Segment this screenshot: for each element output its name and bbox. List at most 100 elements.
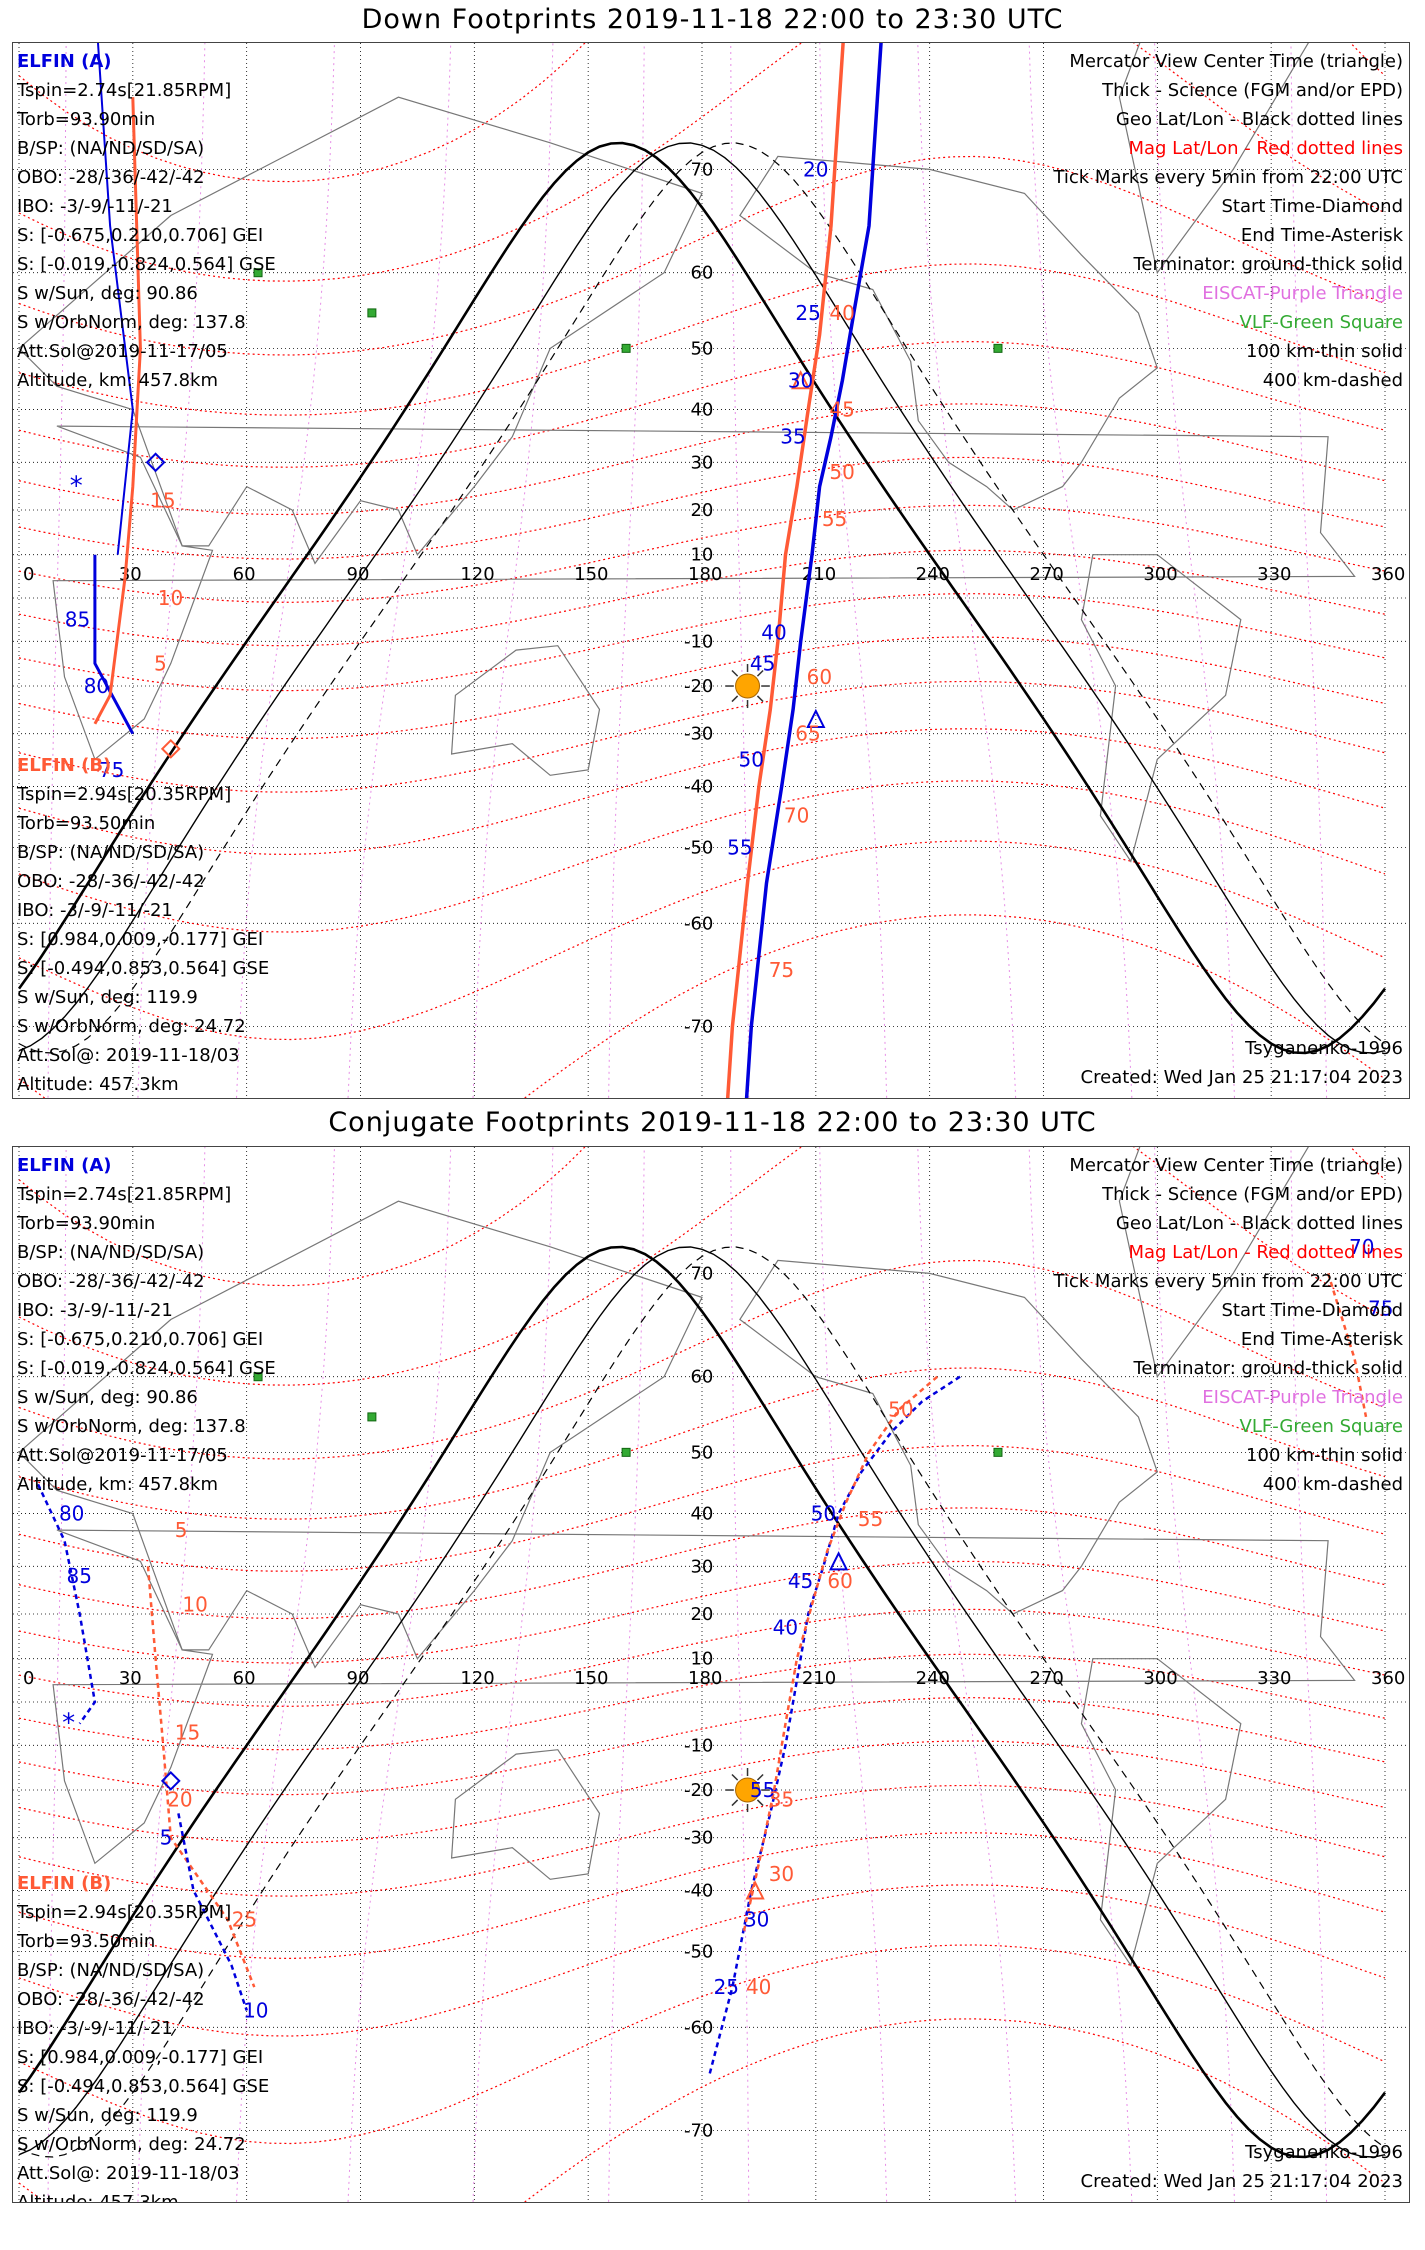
mag-lat-line — [18, 1884, 1386, 2037]
info-line: Torb=93.50min — [17, 1931, 156, 1952]
elfin-a-tick-label: 30 — [744, 1908, 769, 1932]
elfin-b-header: ELFIN (B) — [17, 755, 112, 776]
sun-ray — [731, 1799, 739, 1807]
mag-lat-line — [18, 1259, 1386, 1460]
elfin-b-tick-label: 15 — [150, 489, 175, 513]
legend-item: Mercator View Center Time (triangle) — [1069, 1155, 1403, 1176]
mag-lat-line — [18, 1653, 1386, 1751]
view-center-triangle-a — [806, 708, 826, 728]
info-line: Altitude: 457.3km — [17, 2192, 179, 2203]
panel-title-conjugate: Conjugate Footprints 2019-11-18 22:00 to… — [328, 1107, 1097, 1138]
mag-lat-line — [18, 504, 1386, 603]
elfin-a-tick-label: 30 — [788, 368, 813, 392]
elfin-b-info: ELFIN (B) Tspin=2.94s[20.35RPM] Torb=93.… — [17, 1869, 269, 2203]
lat-tick-label: 30 — [690, 452, 713, 473]
lon-tick-label: 300 — [1143, 1668, 1177, 1689]
coastline — [1118, 1147, 1309, 1379]
info-line: S: [-0.019,-0.824,0.564] GSE — [17, 1358, 276, 1379]
mag-lat-line — [18, 2018, 1386, 2202]
lon-tick-label: 30 — [119, 564, 142, 585]
vlf-square — [993, 343, 1003, 353]
lat-tick-label: -40 — [684, 1880, 713, 1901]
mag-lat-line — [18, 1944, 1386, 2145]
mag-lon-line — [47, 43, 67, 1098]
sun-ray — [756, 695, 764, 703]
elfin-b-tick-label: 40 — [746, 1975, 771, 1999]
coastline — [1118, 43, 1309, 275]
info-line: B/SP: (NA/ND/SD/SA) — [17, 842, 205, 863]
info-line: Tspin=2.74s[21.85RPM] — [17, 80, 232, 101]
coastline — [52, 425, 1356, 761]
elfin-b-tick-label: 20 — [167, 1787, 192, 1811]
elfin-b-tick-label: 5 — [175, 1518, 188, 1542]
elfin-a-track — [708, 1375, 961, 2075]
sun-ray — [756, 1773, 764, 1781]
info-line: S w/OrbNorm, deg: 137.8 — [17, 312, 246, 333]
vlf-square — [253, 1372, 263, 1382]
lon-tick-label: 120 — [460, 1668, 494, 1689]
info-line: IBO: -3/-9/-11/-21 — [17, 2018, 173, 2039]
terminator-line — [18, 142, 1386, 1054]
elfin-b-tick-label: 50 — [829, 460, 854, 484]
end-asterisk-a: * — [70, 472, 83, 502]
legend: Mercator View Center Time (triangle) Thi… — [1053, 1151, 1403, 1499]
elfin-a-track-secondary — [93, 554, 135, 735]
lon-tick-label: 270 — [1030, 1668, 1064, 1689]
lon-tick-label: 270 — [1030, 564, 1064, 585]
map-down-footprints: 0 30 60 90 120 150 180 210 240 270 300 330 360 70 60 50… — [12, 42, 1410, 1099]
elfin-a-tick-label: 5 — [160, 1826, 173, 1850]
elfin-b-tick-label: 50 — [888, 1397, 913, 1421]
info-line: S w/OrbNorm, deg: 24.72 — [17, 2134, 246, 2155]
elfin-b-track — [725, 43, 845, 1098]
created-timestamp: Created: Wed Jan 25 21:17:04 2023 — [1080, 2171, 1403, 2192]
lon-tick-label: 150 — [574, 1668, 608, 1689]
lat-tick-label: -70 — [684, 1017, 713, 1038]
map-canvas: 0 30 60 90 120 150 180 210 240 270 300 330 360 70 60 50… — [13, 1147, 1409, 2202]
mag-lat-line — [18, 593, 1386, 692]
legend-item: Start Time-Diamond — [1221, 196, 1403, 217]
end-asterisk-a: * — [62, 1709, 75, 1739]
info-line: S w/Sun, deg: 90.86 — [17, 283, 198, 304]
elfin-b-info: ELFIN (B) Tspin=2.94s[20.35RPM] Torb=93.… — [17, 751, 269, 1098]
mag-lat-line — [18, 1367, 1386, 1520]
mag-lat-line — [18, 1697, 1386, 1796]
elfin-a-track — [744, 43, 883, 1098]
mag-lat-line — [18, 1608, 1386, 1707]
footer: Tsyganenko-1996 Created: Wed Jan 25 21:1… — [1081, 2138, 1403, 2196]
info-line: Altitude, km: 457.8km — [17, 1474, 219, 1495]
info-line: S: [0.984,0.009,-0.177] GEI — [17, 929, 264, 950]
info-line: Altitude: 457.3km — [17, 1074, 179, 1095]
elfin-b-track-secondary — [1326, 1273, 1368, 1418]
elfin-a-tick-label: 40 — [761, 621, 786, 645]
elfin-a-info: ELFIN (A) Tspin=2.74s[21.85RPM] Torb=93.… — [17, 1151, 276, 1499]
elfin-b-header: ELFIN (B) — [17, 1873, 112, 1894]
legend-item: 400 km-dashed — [1262, 370, 1403, 391]
elfin-b-tick-label: 55 — [822, 507, 847, 531]
legend-item: Tick Marks every 5min from 22:00 UTC — [1053, 167, 1403, 188]
lat-tick-label: 40 — [690, 1504, 713, 1525]
lat-tick-label: 10 — [690, 545, 713, 566]
info-line: S: [0.984,0.009,-0.177] GEI — [17, 2047, 264, 2068]
elfin-a-tick-label: 50 — [739, 747, 764, 771]
elfin-a-tick-label: 10 — [243, 1999, 268, 2023]
mag-lat-line — [18, 1560, 1386, 1664]
vlf-square — [993, 1447, 1003, 1457]
lat-tick-label: 20 — [690, 1604, 713, 1625]
lat-tick-label: 60 — [690, 263, 713, 284]
mag-lat-line — [18, 456, 1386, 560]
elfin-b-tick-label: 15 — [175, 1720, 200, 1744]
terminator-line — [18, 142, 1386, 1054]
legend-item: Tick Marks every 5min from 22:00 UTC — [1053, 1271, 1403, 1292]
lat-tick-label: 70 — [690, 159, 713, 180]
lon-tick-label: 240 — [916, 1668, 950, 1689]
info-line: B/SP: (NA/ND/SD/SA) — [17, 1242, 205, 1263]
mag-lat-line — [18, 1147, 1386, 1386]
sun-icon — [735, 1777, 761, 1803]
mag-lon-line — [608, 1147, 645, 2202]
lon-tick-label: 0 — [23, 1668, 34, 1689]
info-line: S: [-0.675,0.210,0.706] GEI — [17, 1329, 264, 1350]
mag-lon-line — [608, 43, 645, 1098]
elfin-a-track-secondary — [177, 1813, 248, 2011]
legend-item: 100 km-thin solid — [1246, 341, 1403, 362]
info-line: Torb=93.50min — [17, 813, 156, 834]
